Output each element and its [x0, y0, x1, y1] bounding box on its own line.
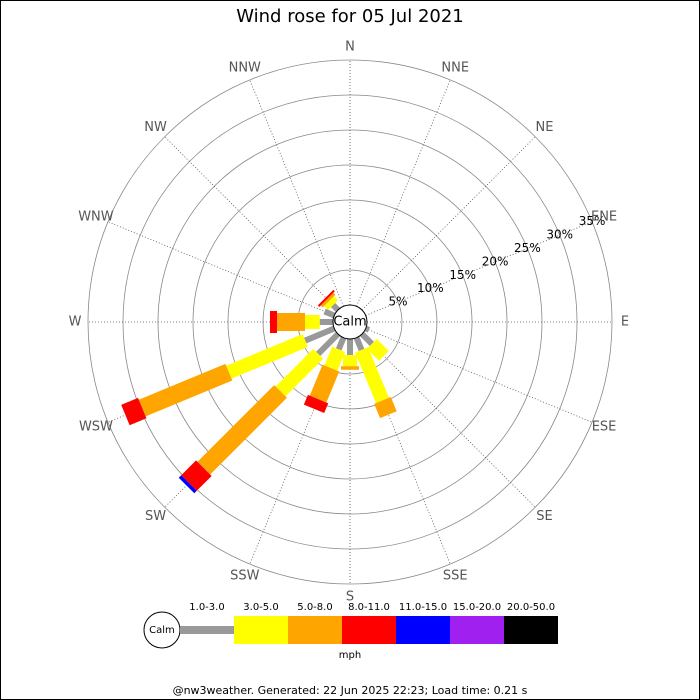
direction-label: ENE — [591, 209, 617, 224]
wind-bar — [355, 347, 389, 404]
wind-bar — [226, 334, 308, 379]
legend-swatch — [504, 616, 558, 644]
r-tick-label: 15% — [449, 268, 476, 282]
direction-label: SSE — [443, 569, 468, 584]
grid-ring — [192, 164, 508, 480]
wind-bar — [353, 336, 365, 352]
wind-bar — [305, 315, 320, 329]
direction-label: S — [346, 590, 354, 605]
spoke — [249, 79, 344, 307]
wind-bar — [178, 475, 197, 494]
grid-ring — [87, 59, 613, 585]
wind-bar — [343, 355, 357, 367]
wind-bar — [270, 311, 277, 333]
wind-bar — [120, 403, 131, 428]
legend-label: 15.0-20.0 — [453, 602, 501, 613]
footer: @nw3weather. Generated: 22 Jun 2025 22:2… — [173, 684, 528, 697]
spoke — [365, 328, 593, 423]
wind-bar — [347, 339, 353, 356]
direction-label: ESE — [592, 420, 617, 435]
wind-bar — [319, 319, 333, 325]
direction-label: WNW — [78, 209, 114, 224]
chart-title: Wind rose for 05 Jul 2021 — [236, 6, 464, 27]
wind-bar — [121, 397, 147, 426]
wind-bar — [323, 308, 336, 319]
spoke — [356, 337, 451, 565]
direction-label: SSW — [230, 569, 260, 584]
direction-label: NNW — [229, 60, 261, 75]
direction-label: SE — [536, 509, 552, 524]
direction-label: NW — [144, 120, 167, 135]
spoke — [365, 221, 593, 316]
wind-bar — [320, 292, 336, 308]
wind-bar — [374, 396, 397, 419]
wind-bar — [324, 346, 346, 371]
wind-bar — [363, 317, 374, 342]
r-tick-label: 5% — [389, 295, 408, 309]
legend-swatch — [180, 626, 234, 634]
direction-label: WSW — [79, 420, 113, 435]
wind-bar — [366, 338, 389, 361]
spoke — [107, 221, 335, 316]
direction-label: E — [621, 315, 629, 330]
wind-bar — [181, 460, 212, 491]
spoke — [164, 136, 339, 311]
spoke — [249, 337, 344, 565]
legend-label: 20.0-50.0 — [507, 602, 555, 613]
wind-bar — [197, 385, 287, 475]
r-tick-label: 30% — [546, 228, 573, 242]
legend-label: 5.0-8.0 — [297, 602, 332, 613]
direction-label: W — [69, 315, 82, 330]
calm-circle — [332, 304, 368, 340]
calm-label: Calm — [333, 315, 366, 330]
legend-label: 3.0-5.0 — [243, 602, 278, 613]
legend-swatch — [234, 616, 288, 644]
wind-bar — [317, 289, 335, 307]
wind-bar — [138, 363, 233, 417]
legend-unit: mph — [339, 650, 361, 661]
legend-swatch — [288, 616, 342, 644]
direction-label: SW — [145, 509, 166, 524]
legend-label: 1.0-3.0 — [189, 602, 224, 613]
wind-bar — [304, 325, 336, 344]
wind-bar — [364, 325, 371, 333]
wind-bar — [316, 331, 341, 356]
legend-swatch — [396, 616, 450, 644]
wind-bar — [341, 366, 359, 370]
legend-label: 8.0-11.0 — [348, 602, 390, 613]
wind-bar — [303, 394, 329, 414]
legend-swatch — [450, 616, 504, 644]
spoke — [361, 333, 536, 508]
wind-bar — [335, 336, 347, 351]
direction-label: NNE — [441, 60, 469, 75]
wind-bar — [275, 348, 324, 397]
spoke — [361, 136, 536, 311]
wind-bar — [277, 313, 305, 331]
r-tick-label: 25% — [514, 241, 541, 255]
r-tick-label: 20% — [482, 254, 509, 268]
direction-label: N — [345, 40, 355, 55]
direction-label: NE — [535, 120, 553, 135]
legend-calm-label: Calm — [149, 625, 175, 636]
wind-bar — [359, 331, 375, 347]
legend-label: 11.0-15.0 — [399, 602, 447, 613]
wind-bar — [309, 364, 340, 403]
legend-swatch — [342, 616, 396, 644]
wind-bar — [324, 296, 338, 310]
spoke — [356, 79, 451, 307]
r-tick-label: 10% — [417, 281, 444, 295]
